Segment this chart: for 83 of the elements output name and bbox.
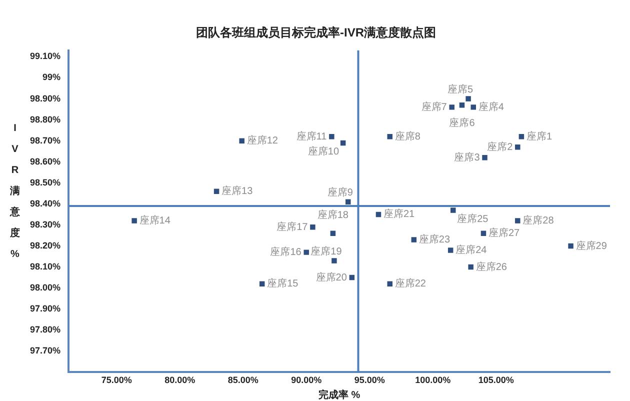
point bbox=[411, 237, 417, 242]
annotation: 座席21 bbox=[383, 208, 416, 220]
y-tick-label: 98.00% bbox=[30, 282, 61, 293]
x-tick-label: 75.00% bbox=[101, 375, 132, 386]
chart-title: 团队各班组成员目标完成率-IVR满意度散点图 bbox=[196, 26, 436, 40]
point bbox=[376, 212, 382, 218]
annotation: 座席6 bbox=[449, 116, 476, 129]
annotation: 座席26 bbox=[476, 260, 508, 273]
y-tick-label: 98.90% bbox=[30, 93, 61, 104]
annotation: 座席3 bbox=[454, 151, 480, 164]
annotation: 座席17 bbox=[276, 220, 308, 233]
annotation: 座席18 bbox=[317, 209, 349, 222]
point bbox=[468, 264, 474, 270]
y-tick-label: 98.70% bbox=[30, 135, 61, 146]
point bbox=[482, 155, 488, 160]
x-axis-title: 完成率 % bbox=[318, 388, 360, 401]
point bbox=[330, 230, 336, 236]
y-tick-label: 99.10% bbox=[30, 51, 61, 62]
point bbox=[515, 144, 520, 150]
y-tick-label: 98.30% bbox=[30, 219, 61, 230]
point bbox=[329, 134, 334, 140]
y-tick-label: 97.70% bbox=[30, 346, 61, 356]
y-tick-label: 98.20% bbox=[30, 240, 61, 250]
point bbox=[448, 248, 454, 253]
point bbox=[515, 218, 520, 224]
annotation: 座席28 bbox=[522, 214, 554, 227]
point bbox=[345, 199, 351, 204]
annotation: 座席9 bbox=[327, 186, 354, 199]
annotation: 座席25 bbox=[457, 213, 489, 225]
point bbox=[304, 250, 309, 255]
annotation: 座席7 bbox=[421, 100, 448, 113]
point bbox=[466, 96, 471, 102]
annotation: 座席29 bbox=[576, 240, 608, 252]
annotation: 座席2 bbox=[487, 140, 514, 153]
y-tick-label: 98.10% bbox=[30, 262, 61, 272]
y-tick-label: 97.90% bbox=[30, 304, 61, 314]
annotation: 座席19 bbox=[310, 245, 342, 258]
annotation: 座席1 bbox=[526, 130, 552, 142]
point bbox=[470, 104, 476, 110]
y-tick-label: 98.60% bbox=[30, 156, 61, 166]
point bbox=[518, 134, 524, 140]
point bbox=[310, 224, 316, 230]
annotation: 座席15 bbox=[267, 278, 299, 290]
point bbox=[480, 230, 486, 236]
annotation: 座席11 bbox=[296, 130, 328, 142]
annotation: 座席20 bbox=[316, 271, 348, 284]
point bbox=[449, 104, 454, 110]
y-axis-title: IVR满意度% bbox=[9, 123, 21, 260]
annotation: 座席24 bbox=[456, 244, 488, 256]
point bbox=[214, 188, 220, 194]
point bbox=[259, 281, 265, 286]
x-tick-label: 90.00% bbox=[291, 375, 322, 386]
annotation: 座席14 bbox=[139, 214, 171, 227]
annotation: 座席5 bbox=[448, 84, 474, 96]
point bbox=[568, 243, 574, 249]
x-tick-label: 80.00% bbox=[164, 375, 196, 386]
point bbox=[332, 258, 337, 264]
point bbox=[132, 218, 137, 224]
annotation: 座席8 bbox=[394, 130, 421, 142]
y-tick-label: 98.50% bbox=[30, 177, 61, 188]
annotation: 座席27 bbox=[488, 227, 520, 240]
point bbox=[450, 208, 456, 213]
annotation: 座席4 bbox=[478, 100, 504, 113]
point bbox=[340, 140, 346, 146]
point bbox=[459, 102, 465, 108]
annotation: 座席13 bbox=[222, 185, 254, 198]
point bbox=[349, 274, 355, 280]
annotation: 座席10 bbox=[308, 146, 340, 158]
x-tick-label: 100.00% bbox=[415, 375, 451, 386]
annotation: 座席16 bbox=[270, 246, 302, 258]
point bbox=[387, 281, 392, 286]
x-tick-label: 85.00% bbox=[228, 375, 258, 386]
y-tick-label: 97.80% bbox=[30, 324, 61, 335]
annotation: 座席23 bbox=[418, 233, 450, 246]
x-tick-label: 105.00% bbox=[478, 375, 514, 386]
y-tick-label: 98.40% bbox=[30, 198, 61, 208]
y-tick-label: 98.80% bbox=[30, 114, 61, 124]
y-tick-label: 99% bbox=[42, 72, 61, 82]
annotation: 座席22 bbox=[394, 278, 426, 290]
point bbox=[387, 134, 392, 140]
x-tick-label: 95.00% bbox=[354, 375, 385, 386]
annotation: 座席12 bbox=[246, 134, 278, 147]
point bbox=[239, 138, 244, 144]
